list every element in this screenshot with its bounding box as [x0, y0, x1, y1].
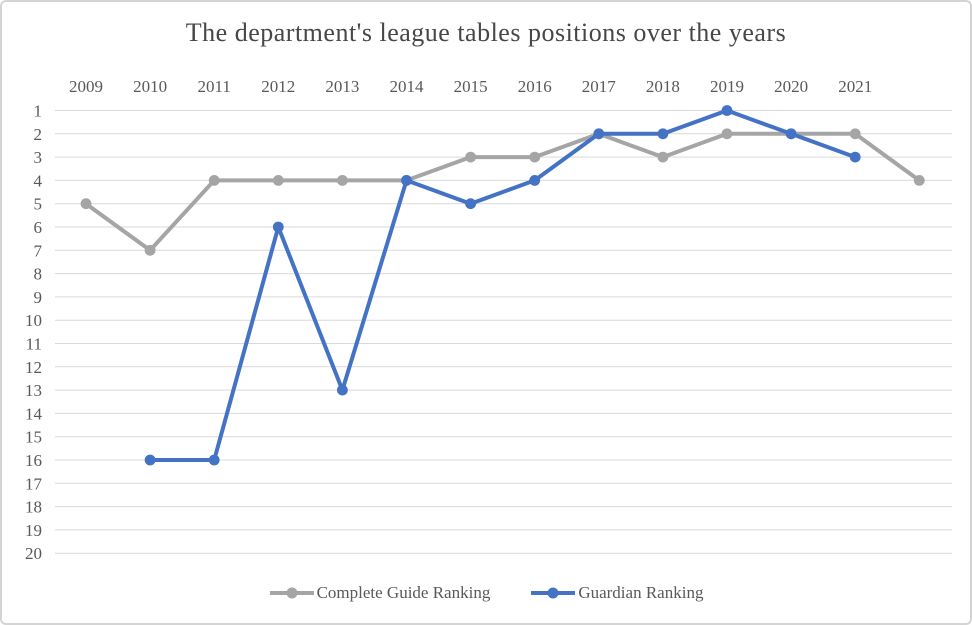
svg-text:20: 20 — [25, 544, 42, 563]
svg-text:2016: 2016 — [518, 77, 552, 96]
svg-text:2018: 2018 — [646, 77, 680, 96]
svg-text:2011: 2011 — [198, 77, 231, 96]
svg-text:2010: 2010 — [133, 77, 167, 96]
svg-text:9: 9 — [34, 288, 43, 307]
legend-item-guardian: Guardian Ranking — [530, 583, 703, 603]
svg-text:7: 7 — [34, 241, 43, 260]
svg-text:3: 3 — [34, 148, 43, 167]
svg-text:17: 17 — [25, 474, 43, 493]
legend-marker-line-dot-icon — [269, 587, 314, 599]
legend-item-complete-guide: Complete Guide Ranking — [269, 583, 491, 603]
svg-text:2013: 2013 — [325, 77, 359, 96]
svg-text:18: 18 — [25, 498, 42, 517]
svg-text:2017: 2017 — [582, 77, 617, 96]
svg-text:11: 11 — [26, 335, 42, 354]
svg-text:15: 15 — [25, 428, 42, 447]
svg-text:10: 10 — [25, 311, 42, 330]
svg-text:5: 5 — [34, 195, 43, 214]
svg-text:2021: 2021 — [838, 77, 872, 96]
legend-label-guardian: Guardian Ranking — [578, 583, 704, 602]
svg-text:2009: 2009 — [69, 77, 103, 96]
svg-text:19: 19 — [25, 521, 42, 540]
svg-text:8: 8 — [34, 265, 43, 284]
svg-text:14: 14 — [25, 404, 43, 423]
svg-text:4: 4 — [34, 171, 43, 190]
svg-text:2014: 2014 — [390, 77, 425, 96]
svg-text:13: 13 — [25, 381, 42, 400]
legend-label-complete-guide: Complete Guide Ranking — [316, 583, 491, 602]
svg-text:2012: 2012 — [261, 77, 295, 96]
svg-text:16: 16 — [25, 451, 42, 470]
legend-marker-line-dot-icon — [531, 587, 576, 599]
svg-text:1: 1 — [34, 102, 43, 121]
svg-text:12: 12 — [25, 358, 42, 377]
svg-text:2019: 2019 — [710, 77, 744, 96]
svg-text:2015: 2015 — [454, 77, 488, 96]
svg-text:2020: 2020 — [774, 77, 808, 96]
chart-title: The department's league tables positions… — [185, 18, 787, 47]
svg-text:6: 6 — [34, 218, 43, 237]
chart-legend: Complete Guide Ranking Guardian Ranking — [2, 583, 970, 603]
svg-text:2: 2 — [34, 125, 43, 144]
